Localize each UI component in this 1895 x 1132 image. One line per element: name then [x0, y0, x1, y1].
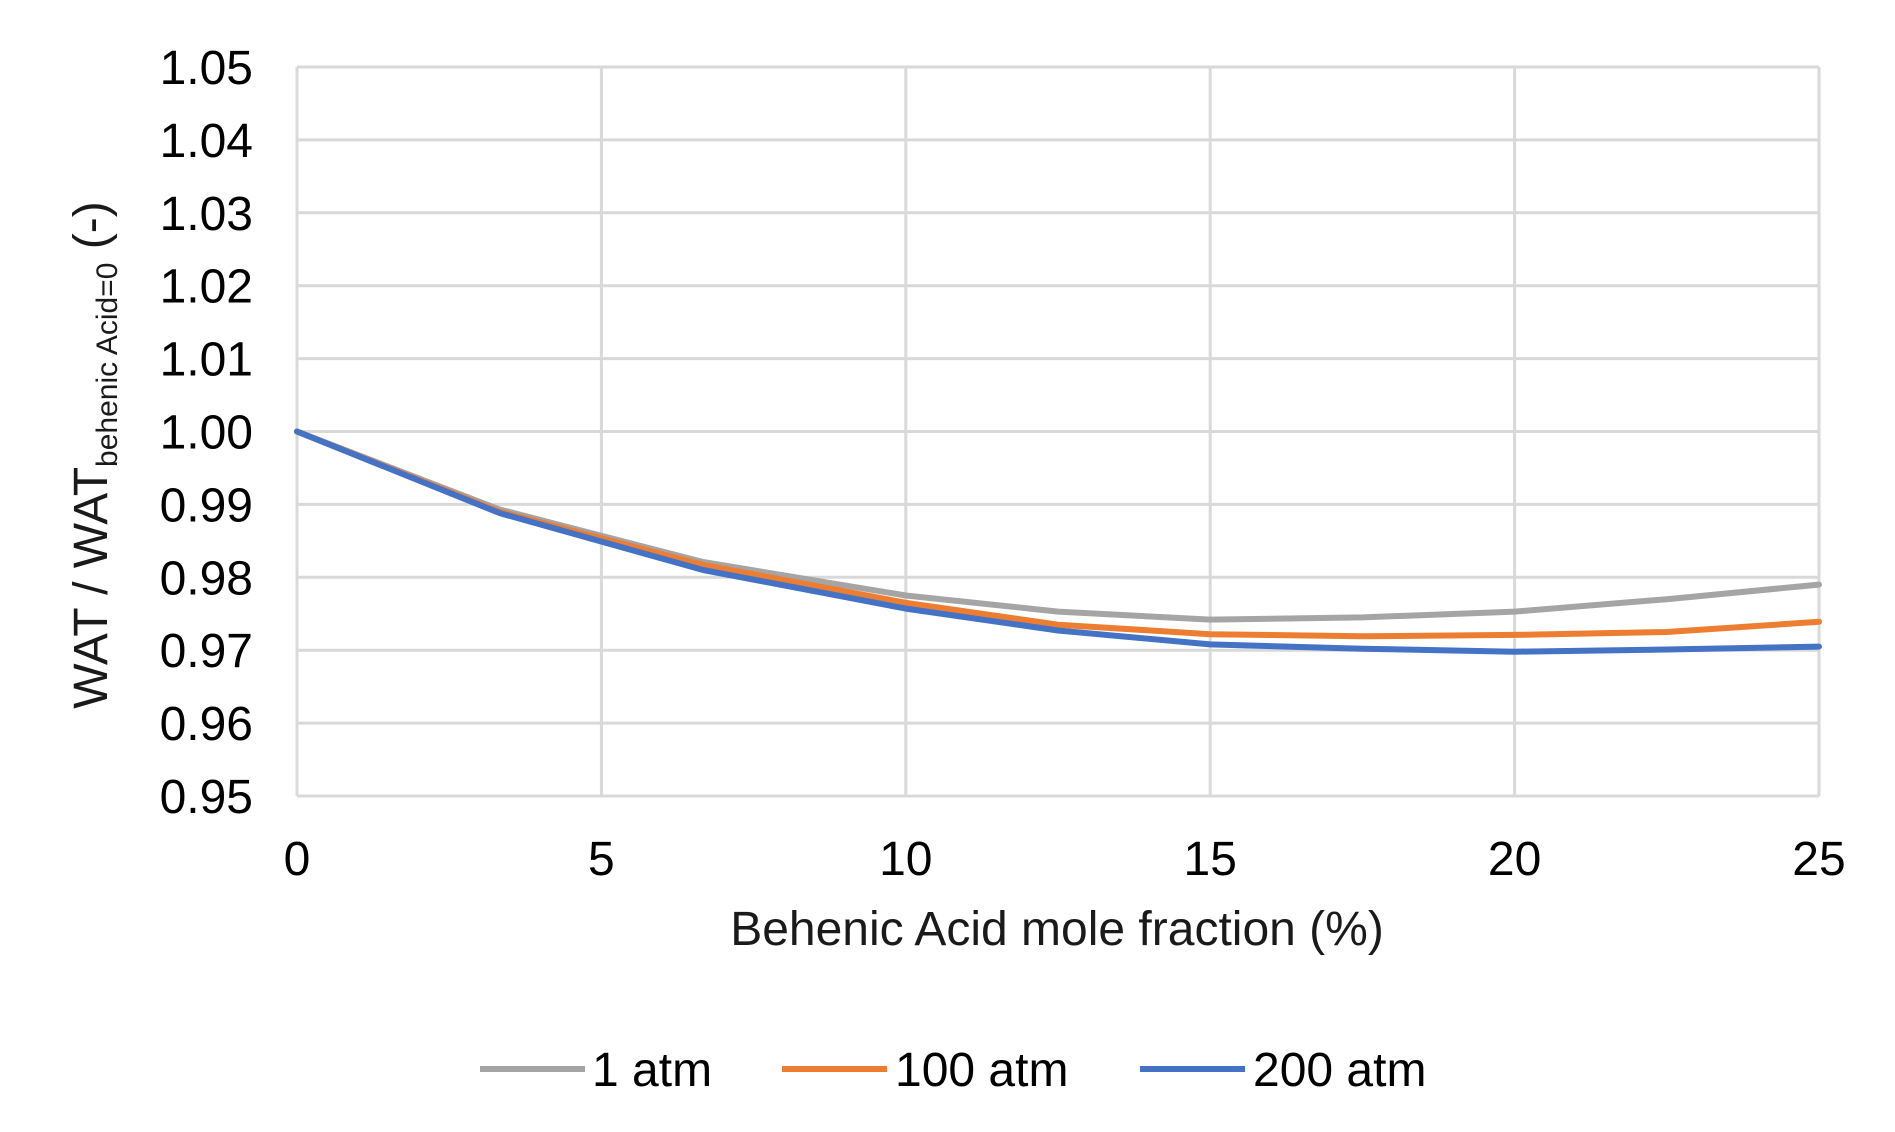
y-tick-label: 1.03: [160, 188, 253, 241]
horizontal-gridlines: [297, 65, 1819, 798]
y-axis-title-subscript: behenic Acid=0: [91, 263, 124, 467]
vertical-gridlines: [295, 67, 1821, 796]
y-axis-tick-labels: 0.95 0.96 0.97 0.98 0.99 1.00 1.01 1.02 1.03 1.04…: [160, 42, 253, 824]
y-tick-label: 1.05: [160, 42, 253, 95]
y-axis-title: WAT / WATbehenic Acid=0 (-): [65, 201, 124, 708]
x-tick-label: 5: [588, 833, 615, 886]
legend-item-3: 200 atm: [1140, 1044, 1426, 1097]
series-line-1: [294, 428, 1822, 623]
legend: 1 atm 100 atm 200 atm: [480, 1044, 1426, 1097]
x-tick-label: 10: [879, 833, 932, 886]
x-axis-tick-labels: 0 5 10 15 20 25: [284, 833, 1846, 886]
y-tick-label: 1.01: [160, 334, 253, 387]
series-lines: [294, 428, 1822, 655]
x-axis-title: Behenic Acid mole fraction (%): [730, 903, 1384, 956]
y-tick-label: 1.00: [160, 407, 253, 460]
legend-label: 200 atm: [1253, 1044, 1426, 1097]
series-line-2: [294, 428, 1822, 640]
x-tick-label: 20: [1488, 833, 1541, 886]
series-line-3: [294, 428, 1822, 655]
legend-label: 100 atm: [895, 1044, 1068, 1097]
legend-item-2: 100 atm: [782, 1044, 1068, 1097]
x-tick-label: 0: [284, 833, 311, 886]
y-tick-label: 0.96: [160, 698, 253, 751]
y-tick-label: 0.95: [160, 771, 253, 824]
y-tick-label: 0.98: [160, 552, 253, 605]
y-axis-title-main: WAT / WAT: [65, 467, 118, 709]
legend-item-1: 1 atm: [480, 1044, 712, 1097]
y-tick-label: 0.99: [160, 479, 253, 532]
legend-label: 1 atm: [592, 1044, 712, 1097]
y-axis-title-suffix: (-): [65, 201, 118, 262]
y-tick-label: 1.04: [160, 115, 253, 168]
x-tick-label: 15: [1184, 833, 1237, 886]
y-tick-label: 0.97: [160, 625, 253, 678]
x-tick-label: 25: [1792, 833, 1845, 886]
y-tick-label: 1.02: [160, 261, 253, 314]
